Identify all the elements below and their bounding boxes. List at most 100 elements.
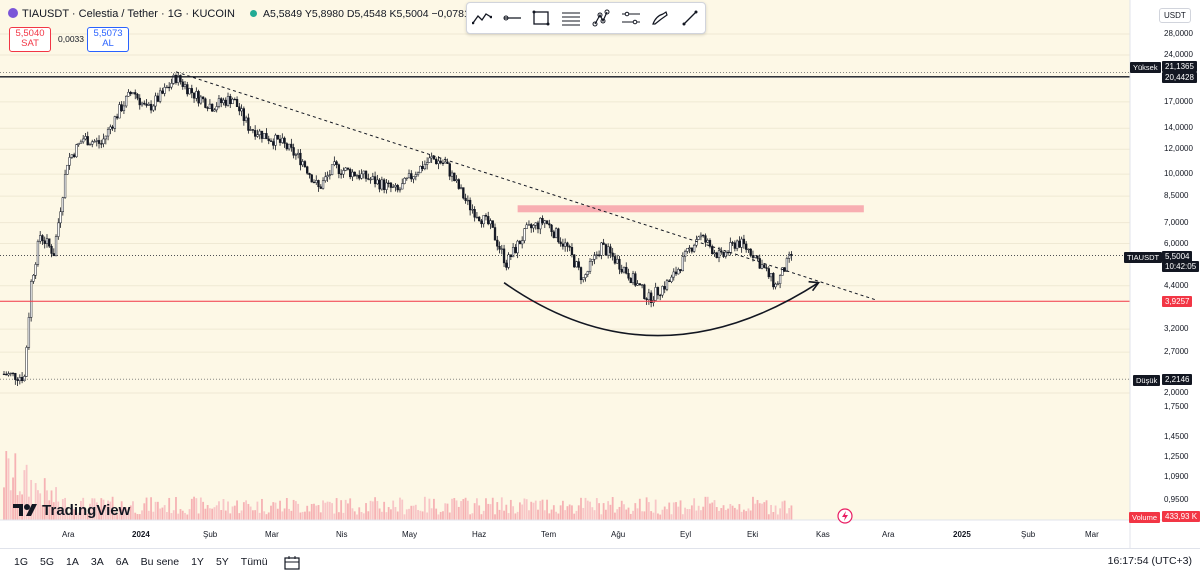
candle-body [118,104,121,119]
candle-body [364,170,368,179]
candle-body [602,242,605,245]
volume-bar [306,505,309,520]
volume-bar [215,505,218,520]
candle-body [346,167,350,170]
calendar-icon[interactable] [284,555,300,570]
volume-bar [98,507,100,520]
candle-body [471,209,474,211]
candle-body [405,177,408,179]
volume-bar [482,510,485,520]
volume-bar [786,513,788,520]
range-button[interactable]: 3A [90,556,104,568]
candle-body [145,103,148,106]
brush-icon[interactable] [649,7,671,29]
volume-bar [557,513,560,520]
volume-bar [267,512,270,520]
time-tick-label: Eyl [680,530,692,539]
buy-button[interactable]: 5,5073 AL [87,27,129,52]
volume-bar [197,513,200,520]
candle-body [95,140,98,142]
candle-body [63,174,67,198]
candle-body [147,103,150,106]
range-selector: 1G 5G 1A 3A 6A Bu sene 1Y 5Y Tümü [0,554,270,570]
rectangle-icon[interactable] [530,7,552,29]
volume-bar [498,509,501,520]
volume-bar [466,500,469,520]
clock-timezone[interactable]: 16:17:54 (UTC+3) [1107,555,1192,567]
candle-body [505,262,508,268]
volume-bar [349,498,352,520]
currency-selector[interactable]: USDT [1159,8,1191,23]
candle-body [758,258,761,269]
candle-body [788,253,791,259]
node-path-icon[interactable] [590,7,612,29]
horizontal-ray-icon[interactable] [501,7,523,29]
candle-body [611,252,614,257]
volume-bar [82,497,85,520]
volume-bar [776,514,779,520]
candle-body [645,298,648,301]
volume-bar [89,503,91,520]
candle-body [620,269,623,273]
candle-body [70,154,74,158]
range-button[interactable]: 5Y [215,556,229,568]
volume-bar [80,500,82,520]
volume-bar [650,511,653,520]
volume-bar [337,512,340,520]
candle-body [774,283,777,288]
candle-body [290,143,293,148]
fib-retracement-icon[interactable] [560,7,582,29]
volume-bar [272,502,275,520]
volume-bar [342,512,345,520]
range-button[interactable]: 1Y [191,556,204,568]
tradingview-logo[interactable]: TradingView [12,502,130,519]
range-button[interactable]: Tümü [240,556,268,568]
volume-bar [107,500,109,520]
range-button[interactable]: 5G [40,556,55,568]
candle-body [136,93,139,99]
line-icon[interactable] [679,7,701,29]
candle-body [120,104,123,112]
volume-bar [378,508,381,520]
parallel-channel-icon[interactable] [620,7,642,29]
volume-bar [238,513,241,520]
range-button[interactable]: Bu sene [140,556,180,568]
volume-bar [285,497,288,520]
sell-button[interactable]: 5,5040 SAT [9,27,51,52]
volume-bar [582,507,585,520]
volume-bar [396,511,399,520]
volume-bar [451,498,453,520]
candle-body [168,86,171,89]
range-button[interactable]: 1G [14,556,29,568]
volume-bar [661,509,664,520]
candle-body [516,240,519,254]
candle-body [244,117,248,121]
candle-body [731,242,734,244]
candle-body [683,251,687,257]
volume-bar [657,513,659,520]
candle-body [25,347,28,377]
candle-body [229,96,232,105]
volume-bar [120,501,123,520]
candle-body [297,152,300,155]
price-chart[interactable] [0,0,1200,548]
candle-body [530,224,533,229]
buy-price: 5,5073 [93,28,123,39]
candle-body [91,141,94,145]
candle-body [647,292,651,301]
candle-body [149,103,153,111]
volume-bar [763,502,766,520]
trend-line-pattern-icon[interactable] [471,7,493,29]
price-tick-label: 4,4000 [1164,280,1189,290]
price-tick-label: 14,0000 [1164,123,1193,133]
symbol-title[interactable]: TIAUSDT · Celestia / Tether · 1G · KUCOI… [8,8,235,20]
candle-body [387,182,390,185]
last-price-tag: 5,5004 [1162,251,1193,262]
volume-bar [523,498,526,520]
chart-pane-background [0,0,1130,520]
range-button[interactable]: 1A [66,556,79,568]
range-button[interactable]: 6A [115,556,129,568]
volume-bar [41,505,44,520]
volume-bar [636,508,639,520]
lightning-icon[interactable] [837,508,853,524]
